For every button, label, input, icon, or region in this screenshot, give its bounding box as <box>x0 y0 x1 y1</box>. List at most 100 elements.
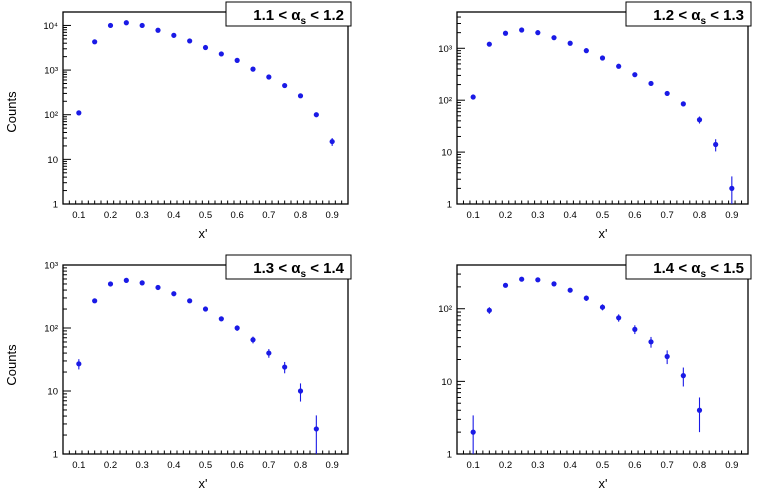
data-point <box>218 51 224 57</box>
title-box <box>625 254 752 280</box>
data-point <box>486 307 492 313</box>
data-point <box>551 35 557 41</box>
x-tick-label: 0.9 <box>326 210 339 221</box>
x-tick-label: 0.5 <box>199 210 212 221</box>
data-point <box>599 304 606 310</box>
x-tick-label: 0.7 <box>262 210 275 221</box>
data-point <box>567 40 573 46</box>
y-tick-label: 10³ <box>438 44 452 55</box>
data-point <box>234 57 240 63</box>
data-point <box>171 291 177 297</box>
chart-title: 1.2 < αs < 1.3 <box>653 7 744 27</box>
x-tick-label: 0.3 <box>136 210 149 221</box>
data-point <box>234 325 240 331</box>
x-tick-label: 0.1 <box>72 210 85 221</box>
data-point <box>266 350 272 356</box>
data-point <box>470 94 476 100</box>
data-point <box>329 138 335 145</box>
x-tick-label: 0.1 <box>72 460 85 471</box>
y-tick-label: 10² <box>438 96 452 107</box>
y-tick-label: 1 <box>447 200 452 211</box>
x-axis-label: x' <box>599 476 608 490</box>
x-tick-label: 0.6 <box>231 460 244 471</box>
chart-title: 1.4 < αs < 1.5 <box>653 260 744 280</box>
x-tick-label: 0.8 <box>294 460 307 471</box>
data-point <box>551 281 557 287</box>
data-point <box>76 110 82 116</box>
y-axis-label: Counts <box>4 344 19 386</box>
data-point <box>187 38 193 44</box>
x-tick-label: 0.3 <box>531 210 544 221</box>
data-point <box>250 66 256 72</box>
data-point <box>470 429 476 435</box>
data-point <box>107 281 114 287</box>
x-tick-label: 0.4 <box>564 210 577 221</box>
data-point <box>648 339 654 345</box>
data-point <box>171 32 177 38</box>
y-tick-label: 10 <box>47 155 58 166</box>
x-tick-label: 0.8 <box>294 210 307 221</box>
plot-frame <box>456 264 749 455</box>
title-box <box>225 1 352 27</box>
x-tick-label: 0.9 <box>725 460 738 471</box>
data-point <box>76 361 82 367</box>
data-point <box>616 63 622 69</box>
x-tick-label: 0.7 <box>262 460 275 471</box>
x-axis-label: x' <box>199 226 208 241</box>
data-point <box>218 316 224 322</box>
x-tick-label: 0.7 <box>661 460 674 471</box>
y-tick-label: 10² <box>438 304 452 315</box>
data-point <box>123 20 129 26</box>
x-axis-label: x' <box>199 476 208 490</box>
data-point <box>297 93 304 99</box>
title-box <box>225 254 352 280</box>
data-point <box>282 364 288 370</box>
data-point <box>616 315 622 321</box>
data-point <box>696 117 703 123</box>
data-point <box>250 337 256 343</box>
data-point <box>297 388 304 394</box>
data-point <box>535 30 541 36</box>
x-tick-label: 0.2 <box>499 460 512 471</box>
data-point <box>729 185 735 191</box>
data-point <box>632 326 638 332</box>
x-tick-label: 0.4 <box>167 210 180 221</box>
y-tick-label: 10 <box>47 387 58 398</box>
panel-4: 0.1 0.2 0.3 0.4 0.5 0.6 0.7 0.8 0.9 1 10 10² x' 1.4 <… <box>438 254 752 490</box>
panel-3: 0.1 0.2 0.3 0.4 0.5 0.6 0.7 0.8 0.9 1 10 10² 10³ x' Co… <box>4 254 352 490</box>
y-tick-label: 1 <box>53 200 58 211</box>
data-point <box>107 22 114 29</box>
x-tick-label: 0.7 <box>661 210 674 221</box>
data-point <box>502 282 509 288</box>
x-tick-label: 0.3 <box>531 460 544 471</box>
x-tick-label: 0.6 <box>628 460 641 471</box>
plot-frame <box>62 264 349 455</box>
y-tick-label: 10³ <box>44 261 58 272</box>
data-point <box>519 276 525 282</box>
data-point <box>139 22 145 29</box>
data-point <box>664 353 670 360</box>
y-tick-label: 10² <box>44 324 58 335</box>
data-point <box>535 277 541 283</box>
panel-2: 0.1 0.2 0.3 0.4 0.5 0.6 0.7 0.8 0.9 1 10 10² 10³ x' 1.… <box>438 1 752 241</box>
data-point <box>155 27 161 33</box>
data-point <box>139 280 145 286</box>
x-tick-label: 0.1 <box>467 210 480 221</box>
data-point <box>713 141 719 148</box>
x-tick-label: 0.8 <box>693 460 706 471</box>
data-point <box>187 298 193 304</box>
data-point <box>599 55 606 61</box>
data-point <box>266 74 272 80</box>
data-point <box>664 90 670 97</box>
x-tick-label: 0.2 <box>104 460 117 471</box>
x-tick-label: 0.6 <box>628 210 641 221</box>
x-axis-label: x' <box>599 226 608 241</box>
x-tick-label: 0.9 <box>725 210 738 221</box>
chart-title: 1.3 < αs < 1.4 <box>253 260 344 280</box>
data-point <box>282 82 288 89</box>
data-point <box>155 284 161 291</box>
x-tick-label: 0.4 <box>167 460 180 471</box>
y-tick-label: 10 <box>441 377 452 388</box>
data-point <box>92 298 98 304</box>
